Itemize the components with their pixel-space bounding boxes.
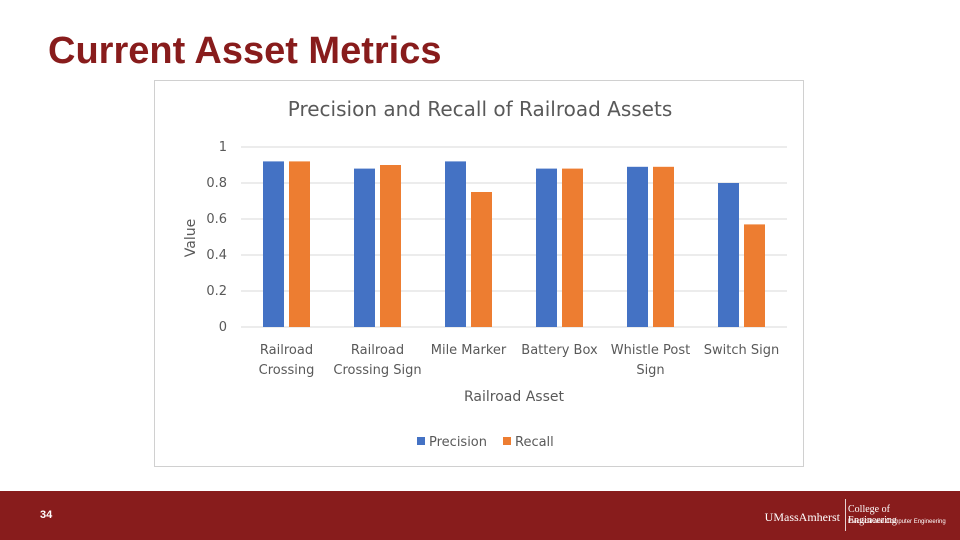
- x-axis-ticks: Railroad Crossing Railroad Crossing Sign Mil…: [259, 343, 780, 378]
- department-name: Electrical and Computer Engineering: [848, 519, 946, 525]
- y-axis-ticks: 0 0.2 0.4 0.6 0.8 1: [206, 140, 227, 335]
- bar-recall: [380, 165, 401, 327]
- y-tick-label: 0.6: [206, 212, 227, 227]
- footer-bar: 34 UMassAmherst College of Engineering E…: [0, 491, 960, 540]
- y-tick-label: 1: [219, 140, 227, 155]
- x-tick-label: Whistle Post: [611, 343, 691, 358]
- bar-precision: [718, 183, 739, 327]
- college-name: College of Engineering: [848, 504, 897, 526]
- legend-swatch-precision: [417, 437, 425, 445]
- university-logo-text: UMassAmherst: [764, 510, 840, 524]
- x-axis-title: Railroad Asset: [464, 389, 564, 405]
- bar-precision: [263, 161, 284, 327]
- x-tick-label: Crossing Sign: [333, 363, 421, 378]
- x-tick-label: Railroad: [351, 343, 404, 358]
- chart-container: Precision and Recall of Railroad Assets …: [154, 80, 804, 467]
- bar-recall: [653, 166, 674, 327]
- x-tick-label: Railroad: [260, 343, 313, 358]
- x-tick-label: Sign: [636, 363, 664, 378]
- gridlines: [241, 146, 787, 328]
- x-tick-label: Battery Box: [521, 343, 598, 358]
- x-tick-label: Crossing: [259, 363, 315, 378]
- legend: Precision Recall: [417, 435, 554, 450]
- x-tick-label: Switch Sign: [704, 343, 779, 358]
- bar-precision: [627, 166, 648, 327]
- bar-recall: [562, 168, 583, 327]
- bar-precision: [536, 168, 557, 327]
- y-tick-label: 0.2: [206, 284, 227, 299]
- bars: [263, 161, 765, 327]
- bar-precision: [445, 161, 466, 327]
- bar-recall: [289, 161, 310, 327]
- logo-divider: [845, 499, 846, 531]
- bar-recall: [471, 192, 492, 327]
- x-tick-label: Mile Marker: [431, 343, 507, 358]
- page-number: 34: [40, 509, 53, 521]
- y-tick-label: 0.8: [206, 176, 227, 191]
- bar-chart: Precision and Recall of Railroad Assets …: [183, 97, 787, 450]
- bar-recall: [744, 224, 765, 327]
- slide-title: Current Asset Metrics: [48, 30, 442, 72]
- legend-swatch-recall: [503, 437, 511, 445]
- legend-label-precision: Precision: [429, 435, 487, 450]
- y-tick-label: 0: [219, 320, 227, 335]
- legend-label-recall: Recall: [515, 435, 554, 450]
- y-axis-title: Value: [183, 219, 199, 257]
- chart-title: Precision and Recall of Railroad Assets: [288, 97, 672, 121]
- y-tick-label: 0.4: [206, 248, 227, 263]
- bar-precision: [354, 168, 375, 327]
